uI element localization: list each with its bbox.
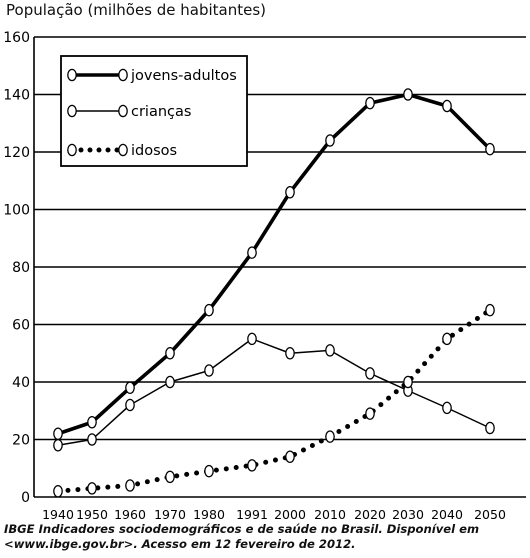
y-tick-label: 60 [12,318,30,334]
y-tick-label: 20 [12,433,30,449]
data-point-jovens-adultos [365,96,375,110]
data-point-jovens-adultos [125,381,135,394]
data-point-jovens-adultos [403,88,413,101]
data-point-jovens-adultos [165,346,175,360]
y-tick-label: 100 [3,203,30,219]
x-tick-label: 2000 [274,507,306,520]
data-point-jovens-adultos [87,415,97,429]
x-tick-label: 1940 [42,507,74,520]
data-point-jovens-adultos [442,99,452,113]
data-point-idosos [365,407,375,420]
legend-label-idosos: idosos [131,143,177,159]
legend-marker [67,68,77,82]
y-axis-label: População (milhões de habitantes) [6,1,267,19]
data-point-jovens-adultos [325,134,335,147]
legend: jovens-adultos crianças idosos [60,55,248,167]
x-tick-label: 2030 [392,507,424,520]
legend-marker [67,104,77,118]
x-tick-labels: 1940 1950 1960 1970 1980 1991 2000 2010 2020 2030… [42,507,506,520]
series-group [53,88,495,498]
data-point-crianças [442,401,452,415]
data-point-idosos [403,375,413,389]
data-point-idosos [125,479,135,492]
x-tick-label: 2040 [431,507,463,520]
data-point-jovens-adultos [247,246,257,259]
data-point-crianças [365,367,375,380]
data-point-crianças [87,433,97,446]
data-point-crianças [165,375,175,389]
data-point-jovens-adultos [204,303,214,317]
caption-line-2: <www.ibge.gov.br>. Acesso em 12 fevereir… [4,537,356,551]
source-caption: IBGE Indicadores sociodemográficos e de … [4,522,526,552]
data-point-crianças [247,332,257,346]
data-point-jovens-adultos [285,185,295,199]
y-tick-label: 160 [3,30,30,46]
x-tick-label: 1950 [76,507,108,520]
data-point-idosos [325,430,335,443]
y-tick-label: 120 [3,145,30,161]
x-tick-label: 1960 [114,507,146,520]
data-point-idosos [87,482,97,495]
y-tick-label: 40 [12,375,30,391]
x-tick-label: 1980 [193,507,225,520]
data-point-crianças [485,421,495,435]
y-tick-labels: 0 20 40 60 80 100 120 140 160 [3,30,30,506]
x-tick-label: 1991 [236,507,268,520]
data-point-idosos [204,464,214,478]
y-tick-label: 0 [21,490,30,506]
data-point-idosos [285,450,295,463]
data-point-idosos [53,484,63,498]
y-tick-label: 140 [3,88,30,104]
data-point-crianças [285,346,295,360]
data-point-idosos [247,459,257,472]
data-point-jovens-adultos [485,142,495,156]
y-tick-label: 80 [12,260,30,276]
x-tick-label: 2010 [314,507,346,520]
data-point-idosos [165,470,175,484]
data-point-crianças [325,344,335,357]
legend-marker [118,68,128,82]
legend-marker [67,143,77,157]
data-point-crianças [125,398,135,412]
legend-marker [118,143,128,157]
data-point-idosos [485,303,495,317]
series-line-crianças [57,338,491,446]
data-point-idosos [442,332,452,346]
caption-line-1: IBGE Indicadores sociodemográficos e de … [4,522,480,536]
x-tick-label: 2020 [354,507,386,520]
x-tick-label: 2050 [474,507,506,520]
data-point-crianças [53,438,63,452]
data-point-jovens-adultos [53,427,63,440]
legend-marker [118,104,128,118]
data-point-crianças [204,364,214,377]
legend-label-crianças: crianças [131,104,191,120]
series-line-jovens-adultos [57,92,492,436]
series-line-idosos [55,307,493,494]
legend-label-jovens-adultos: jovens-adultos [130,68,237,84]
x-tick-label: 1970 [154,507,186,520]
